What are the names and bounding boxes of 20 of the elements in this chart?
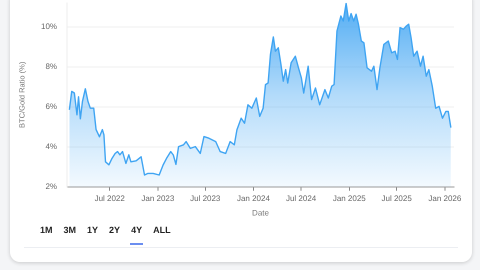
y-tick-label: 10% <box>40 22 58 32</box>
text: 2Y <box>108 224 122 237</box>
text: 1M <box>39 224 54 237</box>
x-tick-label: Jul 2024 <box>286 194 317 203</box>
x-tick-label: Jan 2025 <box>332 194 366 203</box>
x-axis-title: Date <box>252 208 270 218</box>
x-tick-label: Jan 2023 <box>141 194 175 203</box>
y-tick-label: 6% <box>45 102 58 112</box>
x-tick-label: Jul 2025 <box>382 194 412 203</box>
text: 1Y <box>86 224 100 237</box>
x-tick-label: Jan 2026 <box>428 194 462 203</box>
y-tick-label: 4% <box>45 142 58 152</box>
x-tick-label: Jul 2022 <box>94 194 126 203</box>
x-tick-label: Jan 2024 <box>236 194 270 203</box>
x-tick-label: Jul 2023 <box>190 194 221 203</box>
text: 3M <box>62 224 78 237</box>
text: ALL <box>152 224 172 237</box>
text: 4Y <box>130 224 144 237</box>
y-tick-label: 8% <box>45 62 58 72</box>
y-tick-label: 2% <box>45 182 58 192</box>
